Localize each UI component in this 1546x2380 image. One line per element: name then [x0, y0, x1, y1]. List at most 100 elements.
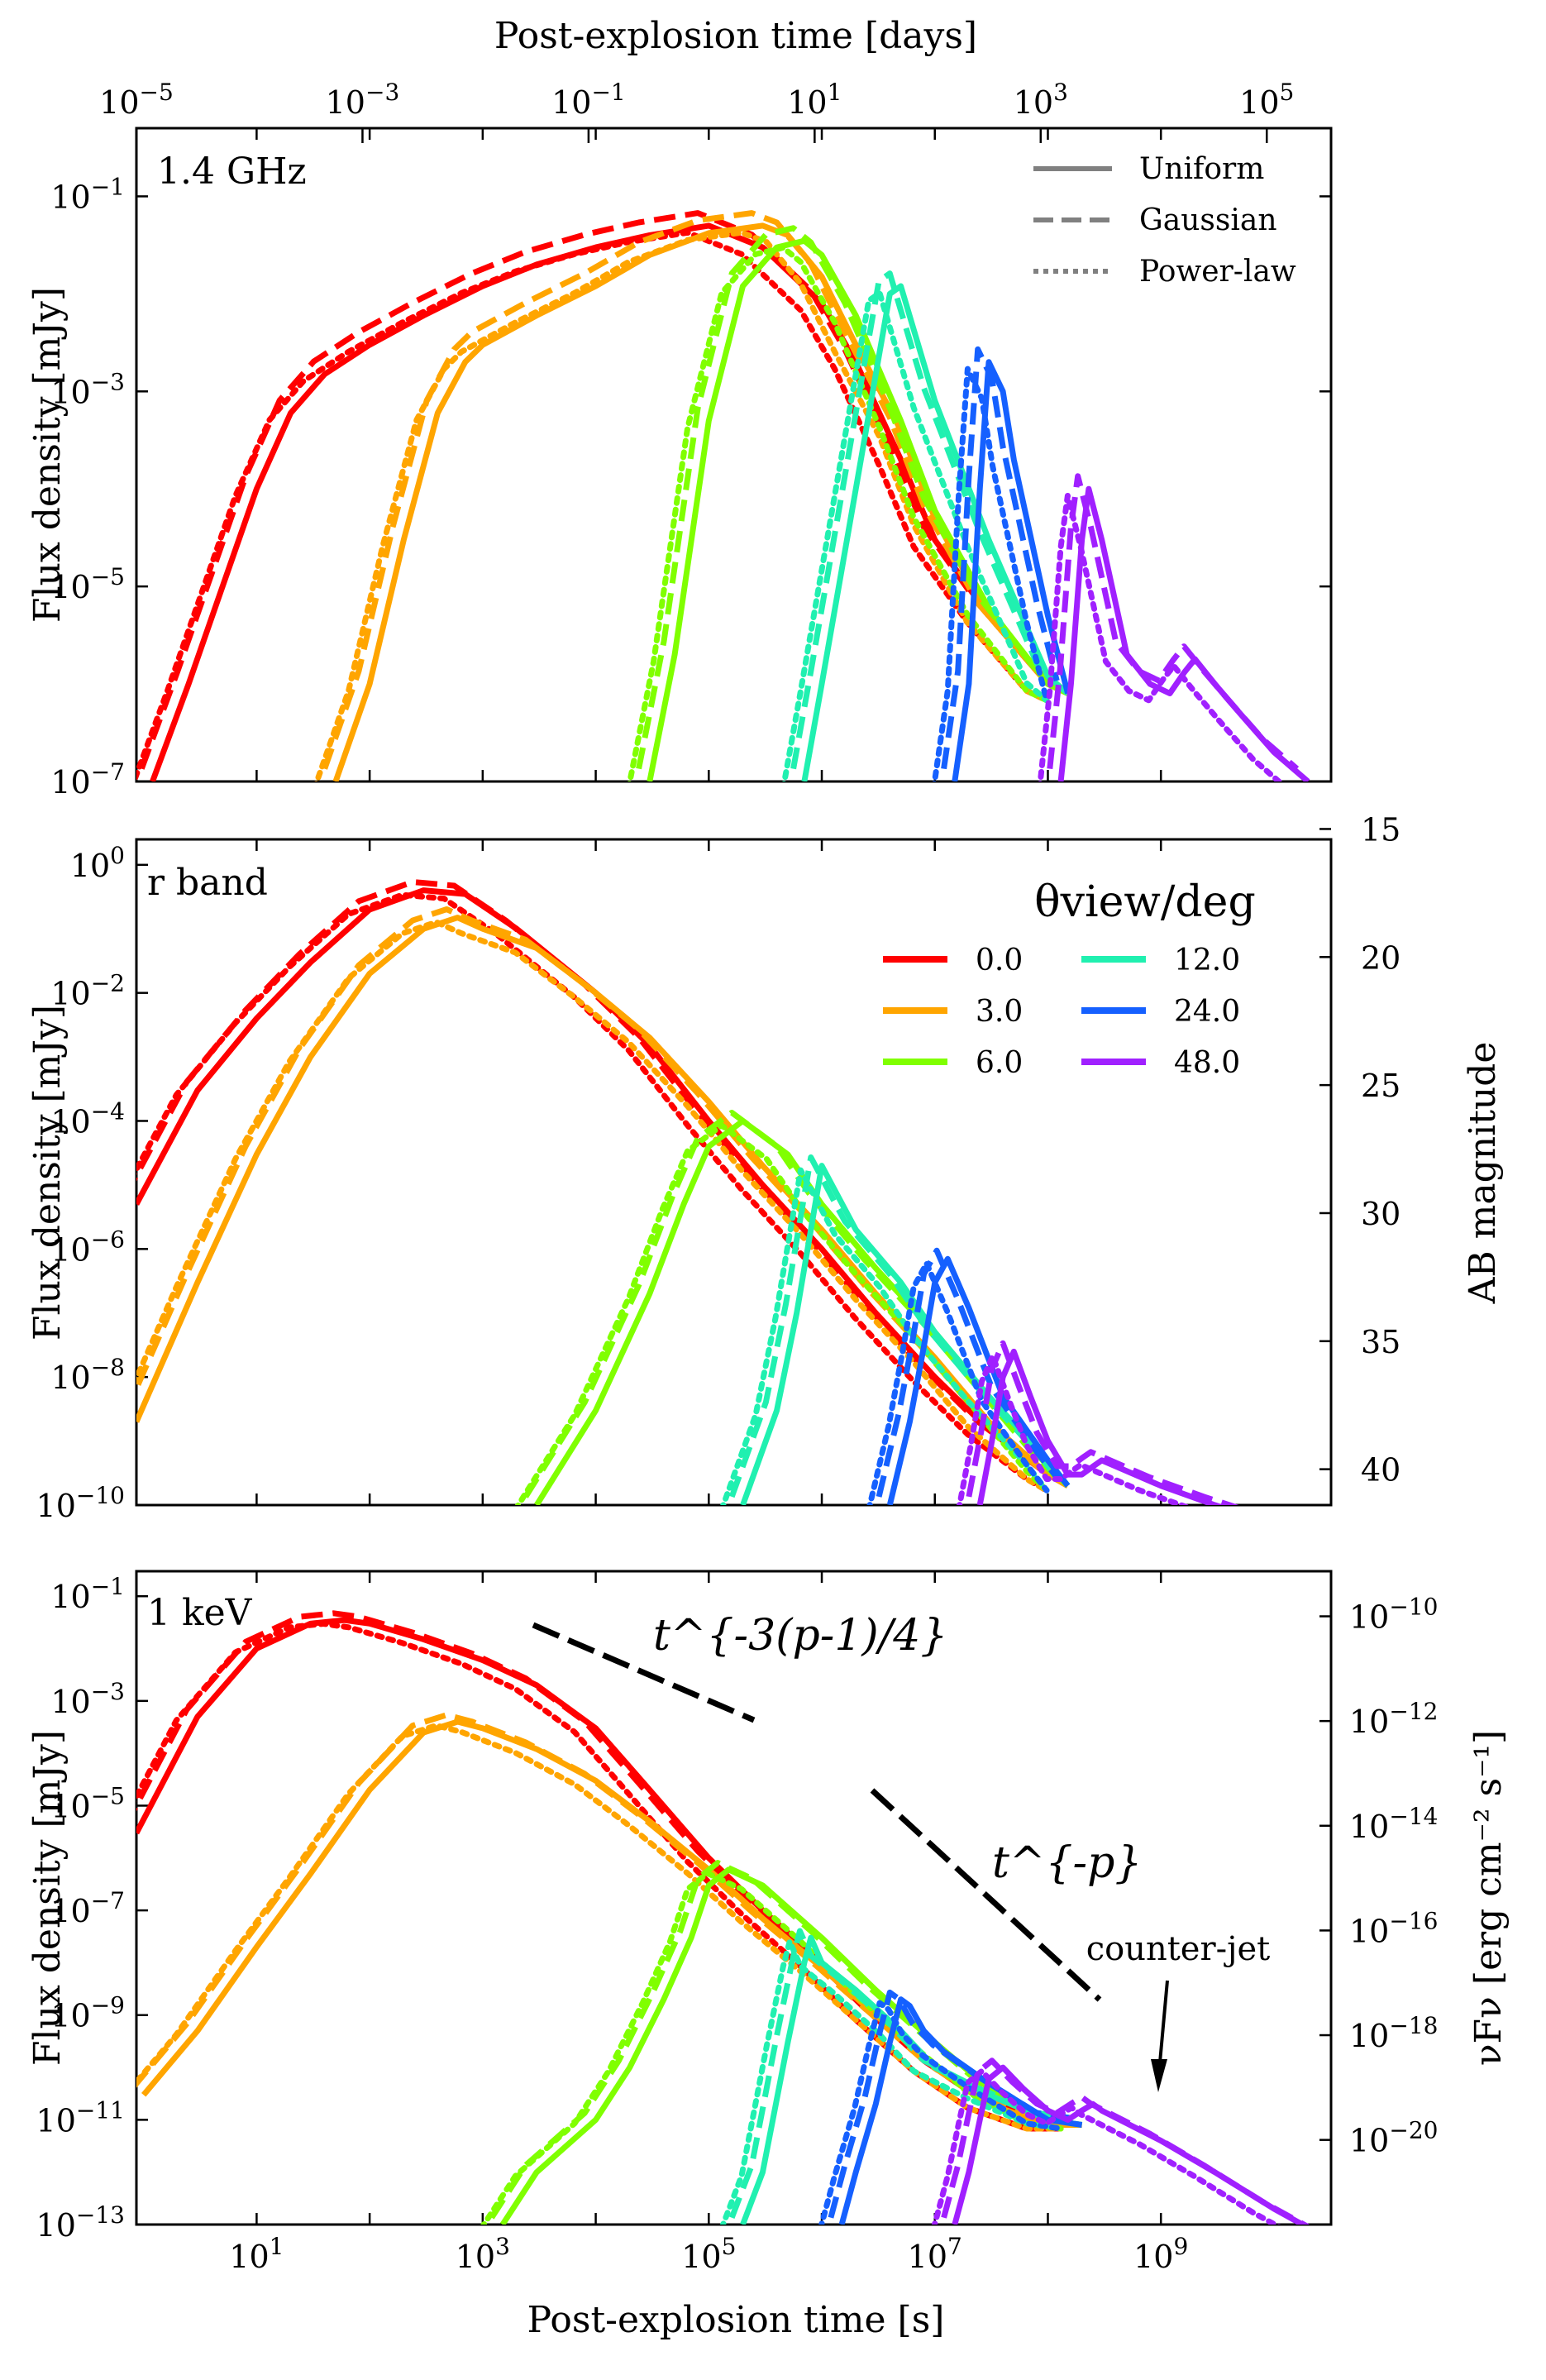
- counterjet-label: counter-jet: [1086, 1930, 1271, 1968]
- slope-label-2: t^{-p}: [992, 1838, 1143, 1888]
- series-line-48-gaussian: [1047, 473, 1300, 772]
- x-tick-label: 105: [681, 2233, 736, 2275]
- series-line-6-gaussian: [636, 225, 1058, 770]
- y2-axis-label-optical: AB magnitude: [1462, 1042, 1504, 1305]
- x-tick-label: 109: [1133, 2233, 1188, 2275]
- series-line-6-gaussian: [489, 1860, 1071, 2220]
- series-line-48-uniform: [952, 2064, 1309, 2225]
- series-line-12-gaussian: [790, 270, 1059, 770]
- top-x-tick-label: 10−1: [551, 79, 626, 121]
- series-line-0-power-law: [136, 229, 1050, 781]
- y-tick-label: 10−3: [50, 368, 125, 410]
- slope-label-1: t^{-3(p-1)/4}: [653, 1611, 947, 1661]
- angle-legend-label: 0.0: [976, 944, 1023, 977]
- style-legend: Uniform Gaussian Power-law: [1033, 152, 1296, 289]
- x-tick-label: 103: [456, 2233, 510, 2275]
- y-tick-label: 10−10: [36, 1482, 125, 1524]
- angle-legend-label: 24.0: [1174, 995, 1240, 1029]
- y-tick-label: 10−5: [50, 1782, 125, 1824]
- series-line-24-uniform: [952, 359, 1071, 781]
- y2-tick-label: 40: [1361, 1452, 1400, 1489]
- y2-tick-label: 35: [1361, 1324, 1400, 1360]
- series-line-48-power-law: [1037, 493, 1284, 781]
- x-tick-label: 101: [229, 2233, 284, 2275]
- series-line-48-power-law: [931, 2068, 1281, 2225]
- y2-tick-label: 10−16: [1349, 1907, 1438, 1949]
- angle-legend-label: 6.0: [976, 1046, 1023, 1080]
- series-line-6-uniform: [499, 1866, 1083, 2225]
- y-tick-label: 10−9: [50, 1992, 125, 2034]
- series-line-3-power-law: [313, 229, 1050, 781]
- y-tick-label: 10−11: [36, 2096, 125, 2139]
- top-x-tick-label: 101: [787, 79, 842, 121]
- panel-label-optical: r band: [147, 862, 268, 904]
- y2-axis-label-xray: νFν [erg cm⁻² s⁻¹]: [1467, 1730, 1510, 2066]
- series-line-24-gaussian: [941, 346, 1060, 770]
- counterjet-arrow-head: [1151, 2059, 1167, 2092]
- series-line-12-power-law: [781, 289, 1050, 781]
- series-line-12-power-law: [719, 1938, 1064, 2225]
- series-line-48-power-law: [957, 1353, 1190, 1505]
- y2-tick-label: 10−14: [1349, 1803, 1438, 1845]
- slope-line-2: [870, 1788, 1102, 2002]
- panel-radio: 10−1 10−3 10−5 10−7 10−5 10−3 10−1 101 103 105 1.…: [26, 79, 1333, 801]
- top-x-tick-label: 10−3: [326, 79, 400, 121]
- series-line-3-power-law: [136, 1723, 1064, 2132]
- angle-legend-label: 48.0: [1174, 1046, 1240, 1080]
- y2-tick-label: 15: [1361, 811, 1400, 848]
- y-tick-label: 10−3: [50, 1678, 125, 1720]
- y-tick-label: 10−5: [50, 563, 125, 605]
- series-line-0-gaussian: [139, 210, 1058, 770]
- panel-xray-frame: [135, 1570, 1333, 2226]
- series-line-6-gaussian: [522, 1109, 1059, 1498]
- top-x-tick-label: 10−5: [99, 79, 174, 121]
- panel-label-radio: 1.4 GHz: [157, 151, 307, 193]
- legend-label-gaussian: Gaussian: [1139, 203, 1277, 237]
- y-tick-label: 10−6: [50, 1226, 125, 1268]
- series-line-6-power-law: [627, 245, 1050, 781]
- slope-line-1: [532, 1622, 756, 1723]
- y2-tick-label: 10−18: [1349, 2012, 1438, 2054]
- y2-tick-label: 30: [1361, 1196, 1400, 1232]
- panel-radio-frame: [135, 127, 1333, 783]
- y-tick-label: 10−8: [50, 1354, 125, 1396]
- y-axis-label-xray: Flux density [mJy]: [26, 1730, 69, 2066]
- angle-legend-label: 12.0: [1174, 944, 1240, 977]
- bottom-axis-label: Post-explosion time [s]: [527, 2299, 945, 2341]
- y-tick-label: 10−7: [50, 1887, 125, 1929]
- x-tick-label: 107: [908, 2233, 962, 2275]
- y-tick-label: 10−2: [50, 970, 125, 1012]
- series-line-3-power-law: [136, 919, 1050, 1493]
- y-tick-label: 10−1: [50, 1573, 125, 1615]
- series-line-12-uniform: [801, 283, 1070, 781]
- angle-legend-title: θview/deg: [1034, 877, 1255, 927]
- legend-label-uniform: Uniform: [1139, 152, 1264, 186]
- series-line-24-uniform: [886, 1255, 1071, 1505]
- y-axis-label-radio: Flux density [mJy]: [26, 287, 69, 623]
- legend-label-powerlaw: Power-law: [1139, 255, 1296, 289]
- y-tick-label: 10−4: [50, 1097, 125, 1140]
- series-line-0-power-law: [136, 891, 1050, 1493]
- panel-label-xray: 1 keV: [147, 1592, 253, 1634]
- top-axis-label: Post-explosion time [days]: [494, 15, 977, 57]
- panel-optical: 100 10−2 10−4 10−6 10−8 10−10 15 20 25 30 35 40 r b…: [26, 811, 1504, 1524]
- y2-tick-label: 25: [1361, 1068, 1400, 1104]
- y2-tick-label: 10−20: [1349, 2117, 1438, 2159]
- series-line-24-power-law: [866, 1260, 1050, 1505]
- y2-tick-label: 10−10: [1349, 1594, 1438, 1636]
- series-line-12-power-law: [720, 1167, 1050, 1505]
- y2-tick-label: 10−12: [1349, 1698, 1438, 1740]
- angle-legend: θview/deg 0.0 3.0 6.0 12.0 24.0 48.0: [883, 877, 1256, 1080]
- y-tick-label: 100: [70, 842, 125, 884]
- y2-tick-label: 20: [1361, 939, 1400, 976]
- y-tick-label: 10−7: [50, 758, 125, 801]
- series-line-48-uniform: [976, 1348, 1224, 1505]
- series-line-48-gaussian: [941, 2057, 1310, 2225]
- series-line-12-gaussian: [728, 1928, 1071, 2219]
- series-line-24-power-law: [931, 366, 1050, 781]
- top-x-tick-label: 105: [1239, 79, 1294, 121]
- series-line-48-uniform: [1057, 485, 1310, 781]
- top-x-tick-label: 103: [1014, 79, 1068, 121]
- angle-legend-label: 3.0: [976, 995, 1023, 1029]
